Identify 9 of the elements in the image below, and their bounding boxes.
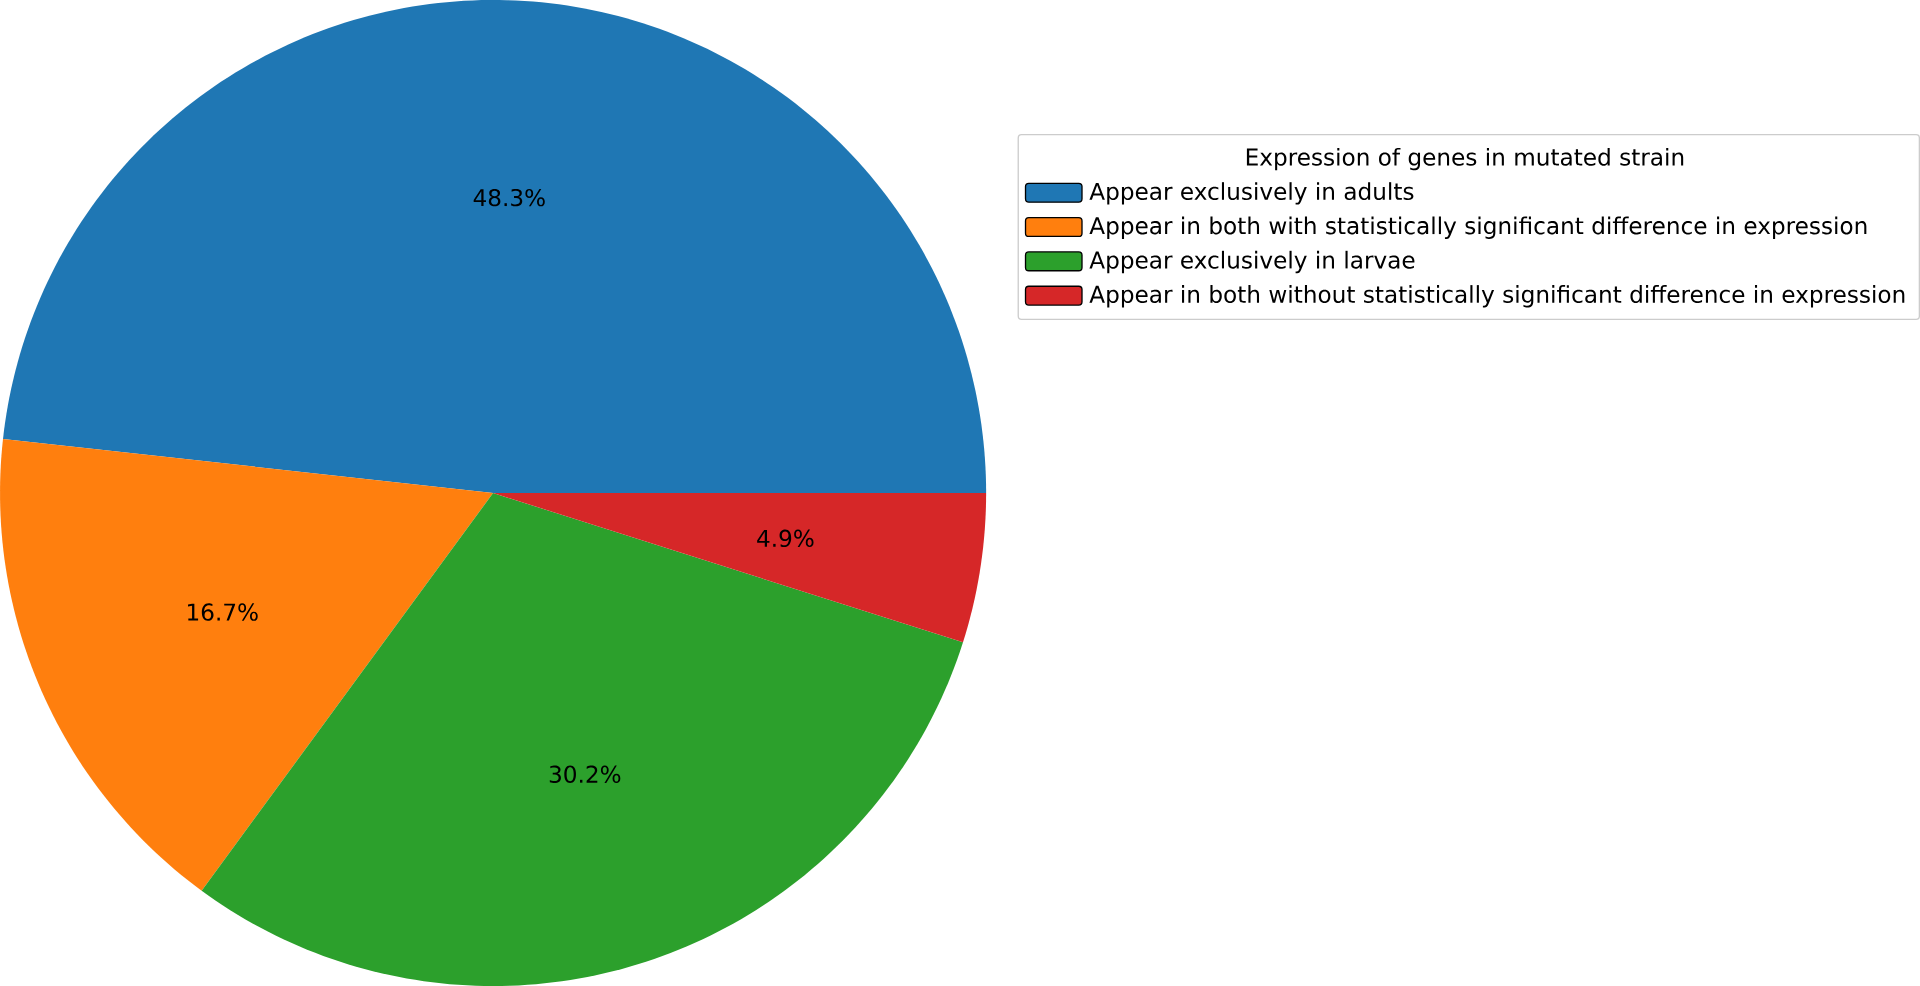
data-label: 16.7%: [188, 603, 258, 621]
legend-label: Appear in both with statistically significant difference in expression: [1089, 216, 1867, 239]
data-label: 30.2%: [549, 765, 621, 783]
legend-label: Appear exclusively in adults: [1089, 182, 1414, 205]
data-label: 4.9%: [757, 529, 814, 548]
legend-title: Expression of genes in mutated strain: [1246, 147, 1684, 171]
data-label: 48.3%: [473, 188, 545, 207]
legend-label: Appear exclusively in larvae: [1089, 250, 1415, 274]
legend-label: Appear in both without statistically significant difference in expression: [1089, 285, 1905, 308]
